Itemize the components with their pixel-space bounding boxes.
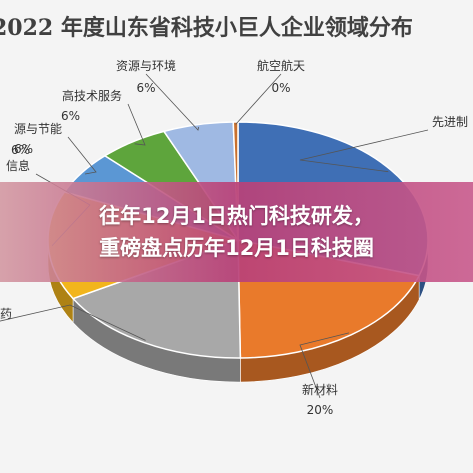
slice-percent-label-7: 0% (271, 81, 290, 95)
slice-name-label-3: 信息 (6, 158, 30, 173)
chart-title: 2022 年度山东省科技小巨人企业领域分布 (0, 15, 413, 41)
banner-line-1: 往年12月1日热门科技研发， (99, 204, 374, 228)
slice-name-label-7: 航空航天 (257, 58, 305, 73)
slice-percent-label-6: 6% (136, 81, 155, 95)
slice-name-label-6: 资源与环境 (116, 58, 176, 73)
slice-name-label-5: 高技术服务 (62, 88, 122, 103)
leader-line-1 (299, 332, 350, 399)
headline-banner: 往年12月1日热门科技研发， 重磅盘点历年12月1日科技圈 (0, 182, 473, 282)
slice-name-label-1: 新材料 (302, 382, 338, 397)
leader-line-4 (67, 136, 97, 175)
leader-line-0 (299, 129, 429, 173)
leader-line-6 (145, 73, 200, 131)
leader-line-2 (0, 304, 146, 341)
slice-name-label-2: 药 (0, 307, 12, 321)
slice-percent-label-4: 6% (11, 143, 30, 157)
leader-line-5 (127, 103, 146, 146)
slice-name-label-0: 先进制 (432, 115, 468, 129)
slice-name-label-4: 源与节能 (14, 122, 62, 136)
banner-line-2: 重磅盘点历年12月1日科技圈 (99, 236, 374, 260)
extra-percent-label-0: 6% (14, 142, 33, 156)
slice-percent-label-1: 20% (307, 403, 334, 417)
slice-percent-label-5: 6% (61, 109, 80, 123)
leader-line-7 (235, 73, 282, 125)
